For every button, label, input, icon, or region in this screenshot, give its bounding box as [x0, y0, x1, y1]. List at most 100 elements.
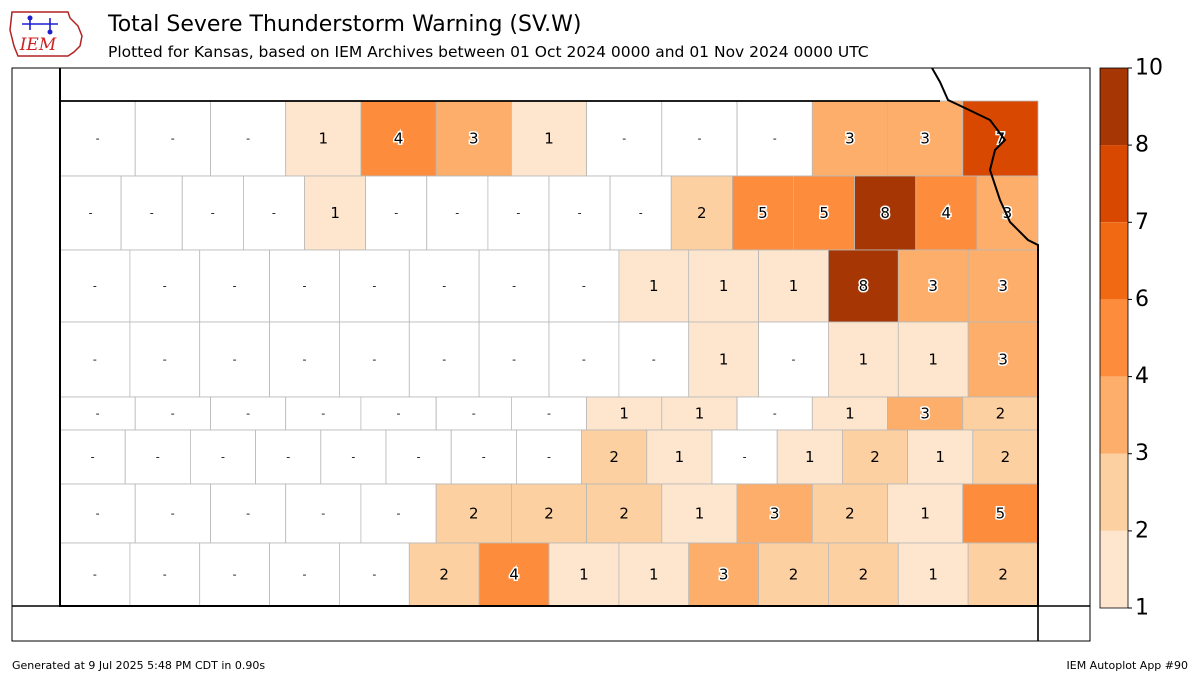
county-r3-c4: [338, 321, 410, 398]
map-subtitle: Plotted for Kansas, based on IEM Archive…: [108, 43, 869, 61]
county-r2-c3: [269, 249, 340, 323]
county-value-r7-c6: 4: [509, 566, 519, 584]
county-value-r1-c13: 8: [880, 204, 890, 222]
county-r7-c6: [478, 542, 550, 607]
county-r0-c7: [586, 100, 663, 177]
county-value-r1-c8: -: [578, 207, 582, 220]
county-value-r3-c6: -: [512, 353, 516, 366]
county-r2-c5: [408, 249, 480, 323]
county-value-r0-c6: 1: [544, 130, 554, 148]
logo-text: IEM: [19, 35, 57, 55]
county-value-r1-c10: 2: [697, 204, 707, 222]
county-value-r6-c9: 3: [770, 505, 780, 523]
county-value-r3-c4: -: [372, 353, 376, 366]
county-value-r7-c12: 1: [928, 566, 938, 584]
county-value-r6-c11: 1: [920, 505, 930, 523]
county-value-r7-c7: 1: [579, 566, 589, 584]
county-value-r5-c6: -: [482, 451, 486, 464]
county-r3-c10: [758, 321, 829, 398]
county-r1-c10: [670, 175, 733, 251]
county-value-r5-c9: 1: [675, 448, 685, 466]
county-value-r5-c8: 2: [609, 448, 619, 466]
county-r7-c3: [269, 542, 340, 607]
colorbar-tick-label-4: 6: [1135, 287, 1149, 312]
county-value-r0-c4: 4: [394, 130, 404, 148]
county-value-r6-c12: 5: [996, 505, 1006, 523]
county-value-r3-c5: -: [442, 353, 446, 366]
colorbar-swatch-2: [1100, 376, 1128, 454]
county-value-r7-c0: -: [93, 568, 97, 581]
county-r4-c1: [134, 396, 211, 431]
county-value-r6-c7: 2: [619, 505, 629, 523]
county-value-r1-c2: -: [211, 207, 215, 220]
county-value-r2-c3: -: [303, 280, 307, 293]
county-r0-c6: [510, 100, 587, 177]
county-r2-c11: [828, 249, 899, 323]
county-value-r0-c7: -: [622, 132, 626, 145]
county-value-r3-c11: 1: [859, 351, 869, 369]
county-value-r2-c7: -: [582, 280, 586, 293]
county-value-r7-c3: -: [303, 568, 307, 581]
county-r6-c5: [435, 483, 512, 544]
generated-timestamp: Generated at 9 Jul 2025 5:48 PM CDT in 0…: [12, 659, 266, 672]
county-value-r3-c9: 1: [719, 351, 729, 369]
county-r7-c9: [688, 542, 760, 607]
county-value-r2-c12: 3: [928, 277, 938, 295]
county-value-r4-c8: 1: [695, 405, 705, 423]
county-r1-c12: [793, 175, 855, 251]
colorbar-tick-label-1: 2: [1135, 518, 1149, 543]
county-r1-c4: [304, 175, 366, 251]
county-value-r6-c5: 2: [469, 505, 479, 523]
county-r3-c5: [408, 321, 480, 398]
county-r0-c8: [661, 100, 738, 177]
county-value-r0-c9: -: [773, 132, 777, 145]
county-value-r1-c11: 5: [758, 204, 768, 222]
county-value-r5-c13: 1: [935, 448, 945, 466]
county-r6-c12: [962, 483, 1039, 544]
colorbar-swatch-6: [1100, 68, 1128, 146]
county-value-r4-c11: 3: [920, 405, 930, 423]
county-value-r7-c1: -: [163, 568, 167, 581]
county-value-r5-c14: 2: [1001, 448, 1011, 466]
county-r4-c5: [435, 396, 512, 431]
county-value-r6-c2: -: [246, 507, 250, 520]
county-r4-c8: [661, 396, 738, 431]
colorbar-swatch-5: [1100, 145, 1128, 223]
colorbar-swatch-3: [1100, 299, 1128, 377]
county-value-r4-c4: -: [397, 407, 401, 420]
county-value-r4-c1: -: [171, 407, 175, 420]
county-r1-c3: [242, 175, 305, 251]
county-r5-c2: [189, 429, 256, 485]
county-r5-c4: [320, 429, 387, 485]
county-r7-c1: [129, 542, 201, 607]
county-value-r4-c7: 1: [619, 405, 629, 423]
county-value-r2-c2: -: [233, 280, 237, 293]
state-outline: [59, 67, 1039, 607]
county-r1-c8: [548, 175, 611, 251]
county-r3-c8: [618, 321, 690, 398]
county-value-r1-c6: -: [455, 207, 459, 220]
county-value-r0-c12: 7: [996, 130, 1006, 148]
county-r1-c0: [59, 175, 122, 251]
county-r1-c2: [181, 175, 244, 251]
county-r5-c11: [776, 429, 843, 485]
county-value-r6-c3: -: [321, 507, 325, 520]
county-value-r7-c9: 3: [719, 566, 729, 584]
county-value-r2-c1: -: [163, 280, 167, 293]
county-value-r6-c0: -: [96, 507, 100, 520]
county-r0-c9: [736, 100, 813, 177]
county-r6-c7: [586, 483, 663, 544]
county-r3-c7: [548, 321, 620, 398]
county-value-r2-c10: 1: [789, 277, 799, 295]
iem-logo: IEM: [9, 11, 83, 57]
county-value-r6-c6: 2: [544, 505, 554, 523]
county-r3-c12: [897, 321, 969, 398]
county-r4-c12: [962, 396, 1039, 431]
county-r1-c9: [609, 175, 672, 251]
county-r6-c9: [736, 483, 813, 544]
county-value-r3-c10: -: [792, 353, 796, 366]
county-r2-c7: [548, 249, 620, 323]
county-r3-c11: [828, 321, 899, 398]
county-value-r3-c3: -: [303, 353, 307, 366]
county-r2-c6: [478, 249, 550, 323]
